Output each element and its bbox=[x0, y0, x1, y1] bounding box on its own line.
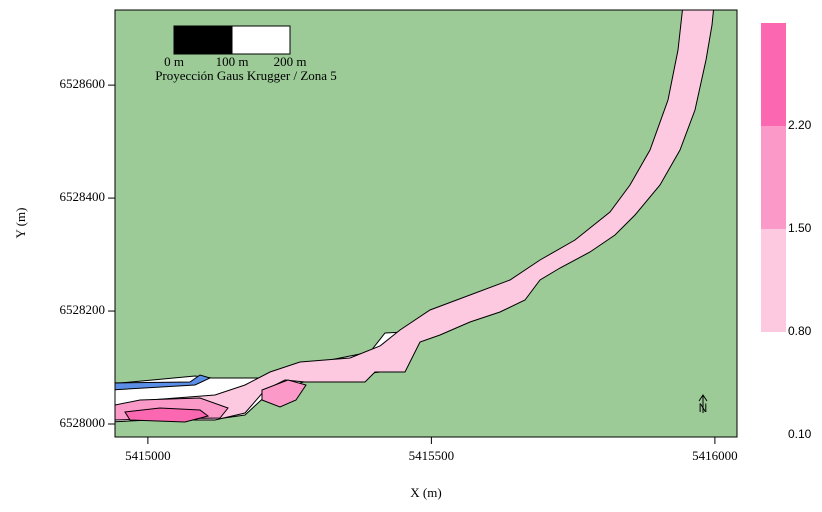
y-tick-label: 6528400 bbox=[60, 189, 106, 204]
colorbar-segment bbox=[761, 229, 786, 332]
scale-label: 100 m bbox=[216, 54, 249, 69]
y-tick-label: 6528000 bbox=[60, 415, 106, 430]
x-tick-label: 5415000 bbox=[125, 448, 171, 463]
scale-label: 200 m bbox=[274, 54, 307, 69]
colorbar-label: 0.10 bbox=[788, 427, 812, 441]
contour-medium bbox=[261, 379, 307, 408]
colorbar-segment bbox=[761, 332, 786, 435]
north-arrow-head bbox=[698, 394, 708, 402]
plot-background bbox=[115, 10, 737, 437]
x-tick-label: 5415500 bbox=[409, 448, 455, 463]
x-axis-label: X (m) bbox=[410, 485, 441, 500]
plot-frame bbox=[114, 9, 738, 438]
colorbar-label: 1.50 bbox=[788, 221, 812, 235]
contours bbox=[115, 10, 715, 423]
y-axis-label: Y (m) bbox=[13, 208, 28, 239]
contour-blue bbox=[115, 374, 212, 391]
colorbar-label: 0.80 bbox=[788, 324, 812, 338]
north-label: N bbox=[699, 401, 708, 415]
x-tick-label: 5416000 bbox=[692, 448, 738, 463]
colorbar-segment bbox=[761, 23, 786, 126]
scale-bar-white bbox=[231, 25, 291, 55]
contour-light bbox=[117, 10, 715, 421]
y-tick-label: 6528200 bbox=[60, 302, 106, 317]
y-tick-label: 6528600 bbox=[60, 76, 106, 91]
contour-dark bbox=[124, 407, 210, 423]
projection-label: Proyección Gaus Krugger / Zona 5 bbox=[155, 68, 337, 83]
colorbar-label: 2.20 bbox=[788, 118, 812, 132]
scale-bar-black bbox=[173, 25, 233, 55]
colorbar-segment bbox=[761, 126, 786, 229]
scale-label: 0 m bbox=[164, 54, 184, 69]
